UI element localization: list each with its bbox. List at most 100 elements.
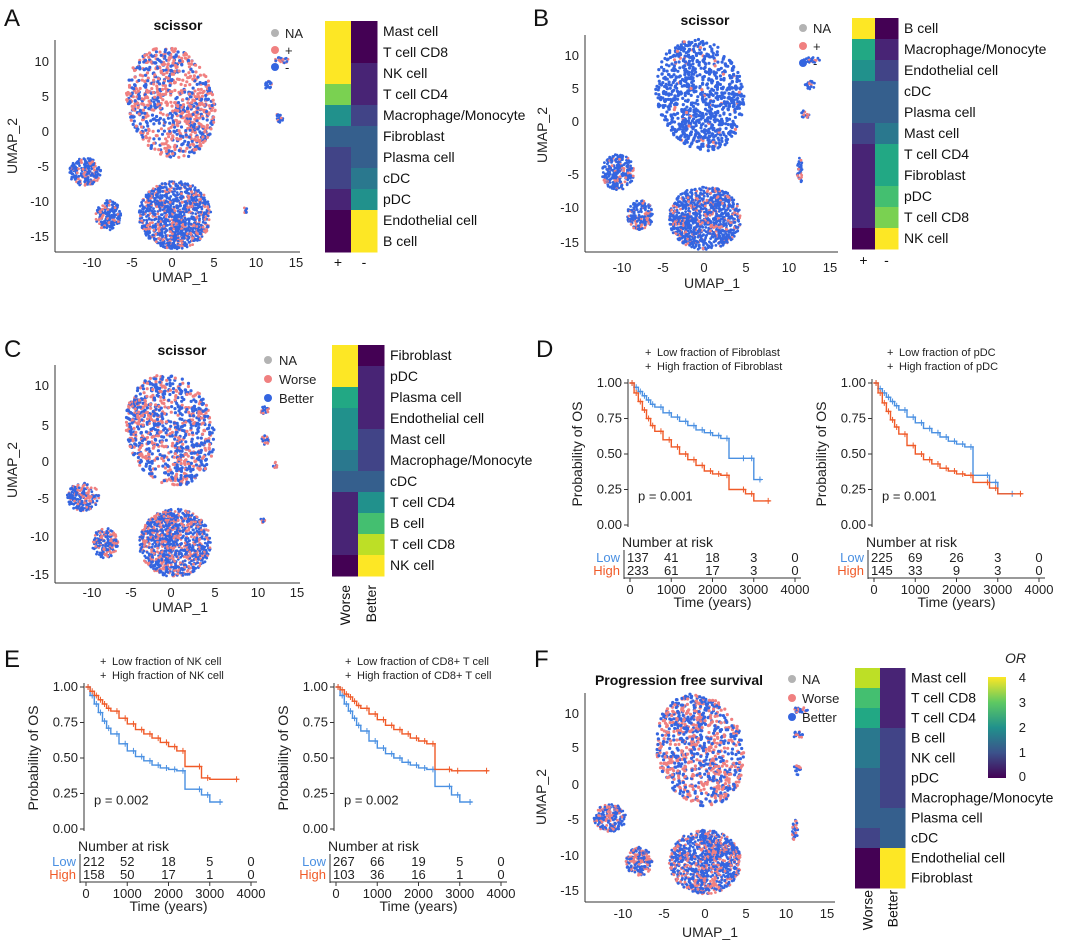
umap-point	[695, 203, 699, 207]
umap-point	[637, 202, 641, 205]
umap-point	[102, 225, 106, 229]
umap-point	[163, 182, 167, 185]
umap-point	[193, 99, 197, 103]
umap-point	[202, 198, 206, 202]
umap-point	[704, 70, 709, 74]
umap-point	[712, 72, 717, 76]
heatmap-row-label: Endothelial cell	[383, 212, 477, 228]
umap-point	[190, 190, 194, 194]
umap-point	[669, 113, 673, 117]
umap-point	[726, 219, 730, 222]
umap-point	[690, 188, 693, 192]
umap-point	[164, 100, 168, 104]
umap-point	[107, 203, 111, 207]
heatmap-cell	[351, 168, 378, 190]
umap-point	[691, 127, 695, 131]
umap-point	[684, 91, 688, 95]
umap-point	[656, 88, 660, 92]
umap-point	[170, 246, 174, 250]
umap-point	[138, 86, 142, 91]
umap-point	[611, 183, 615, 187]
umap-point	[720, 92, 724, 97]
umap-point	[694, 206, 698, 210]
umap-point	[206, 83, 211, 88]
umap-point	[151, 233, 155, 237]
umap-point	[196, 92, 200, 96]
umap-point	[140, 201, 144, 204]
heatmap-cell	[325, 210, 352, 232]
umap-point	[683, 64, 687, 68]
umap-point	[174, 194, 177, 198]
umap-point	[156, 188, 160, 192]
umap-point	[697, 243, 701, 247]
heatmap-row-label: Macrophage/Monocyte	[383, 107, 526, 123]
umap-point	[151, 90, 155, 95]
umap-point	[726, 108, 730, 112]
umap-point	[180, 246, 184, 250]
umap-point	[175, 123, 179, 127]
umap-point	[179, 82, 183, 86]
umap-point	[166, 63, 170, 67]
umap-point	[169, 125, 173, 129]
umap-point	[139, 131, 143, 135]
umap-point	[145, 90, 149, 94]
x-tick-label: -10	[613, 260, 632, 275]
umap-point	[177, 219, 181, 223]
umap-point	[672, 120, 677, 124]
umap-point	[152, 236, 156, 240]
umap-point	[712, 231, 715, 234]
umap-point	[172, 216, 176, 219]
heatmap-cell	[351, 105, 378, 127]
umap-point	[682, 118, 686, 122]
umap-point	[190, 101, 194, 105]
umap-point	[657, 102, 661, 106]
umap-point	[171, 120, 176, 124]
umap-point	[710, 133, 714, 137]
umap-point	[695, 240, 699, 243]
umap-point	[735, 106, 740, 110]
umap-point	[201, 225, 205, 229]
umap-point	[809, 85, 813, 88]
umap-point	[184, 230, 188, 233]
umap-point	[159, 152, 163, 156]
umap-point	[144, 120, 148, 124]
heatmap-cell	[351, 189, 378, 211]
umap-point	[708, 213, 712, 217]
umap-point	[176, 104, 180, 108]
umap-point	[176, 209, 180, 213]
umap-point	[709, 191, 713, 195]
umap-point	[208, 132, 212, 136]
umap-point	[78, 180, 82, 184]
umap-point	[706, 201, 710, 205]
umap-point	[723, 237, 727, 240]
umap-point	[695, 194, 698, 198]
umap-point	[181, 103, 186, 107]
umap-point	[615, 188, 618, 192]
umap-point	[149, 60, 153, 64]
umap-point	[207, 111, 211, 115]
umap-point	[166, 204, 169, 208]
umap-point	[154, 47, 158, 51]
umap-point	[732, 104, 736, 108]
umap-point	[198, 81, 202, 85]
umap-point	[165, 65, 169, 70]
umap-point	[619, 153, 622, 157]
umap-point	[142, 213, 145, 216]
umap-point	[703, 107, 708, 111]
umap-point	[189, 233, 193, 236]
umap-point	[726, 240, 729, 244]
umap-point	[172, 145, 176, 149]
umap-point	[712, 207, 716, 211]
umap-point	[201, 117, 205, 121]
umap-point	[661, 113, 665, 117]
umap-point	[661, 105, 666, 109]
umap-point	[730, 134, 734, 138]
umap-point	[687, 66, 692, 70]
panel-b: B scissor 10 5 0 -5 -10 -15 -10 -5 0 5 1…	[533, 5, 1047, 291]
umap-point	[716, 187, 720, 191]
umap-point	[701, 192, 705, 196]
umap-point	[701, 247, 705, 251]
y-tick-label: 5	[42, 89, 49, 104]
umap-point	[147, 51, 152, 55]
umap-point	[136, 106, 140, 110]
